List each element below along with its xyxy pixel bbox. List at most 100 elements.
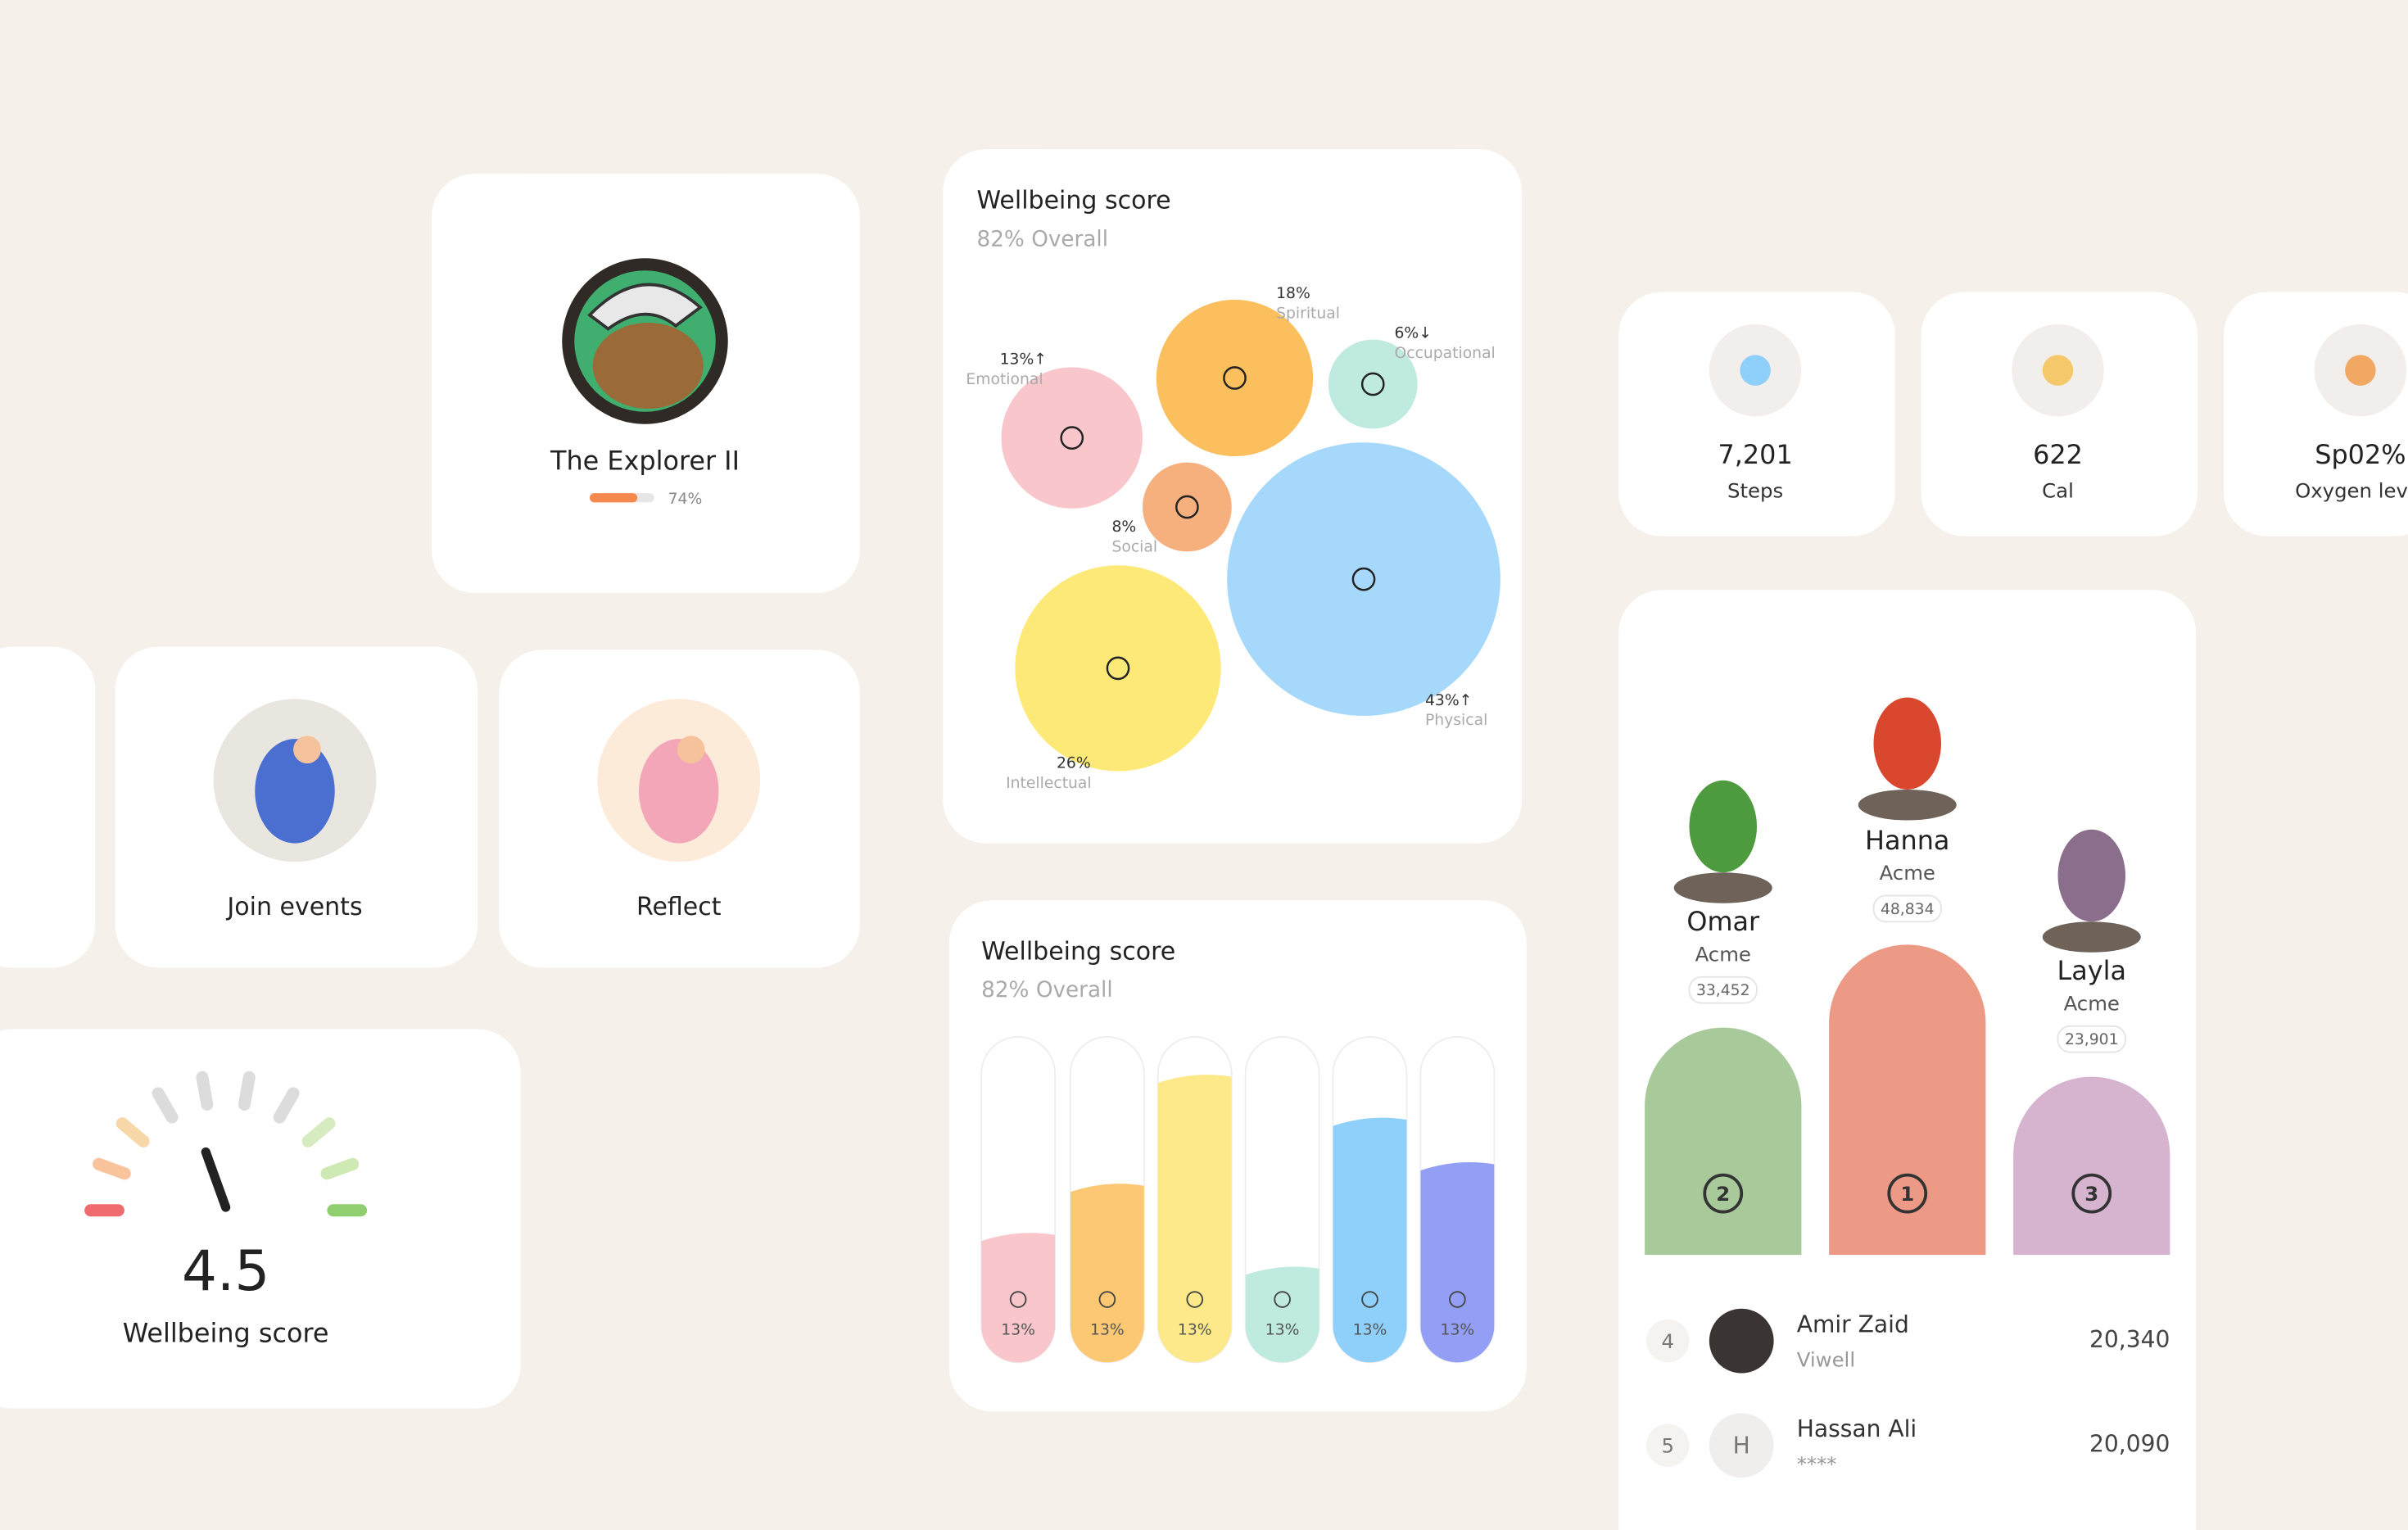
podium-company: Acme	[1880, 861, 1935, 885]
tube-fill	[1157, 1075, 1232, 1363]
bubble-name: Physical	[1425, 712, 1487, 729]
podium-block	[1829, 944, 1986, 1256]
activity-figure	[255, 739, 335, 844]
bubble	[1156, 299, 1314, 457]
row-company: Viwell	[1797, 1348, 1855, 1372]
gauge-tick	[93, 1157, 131, 1180]
gauge-tick	[152, 1087, 179, 1124]
avatar	[1709, 1413, 1774, 1478]
tube-fill	[1420, 1162, 1495, 1363]
podium-name: Hanna	[1865, 825, 1949, 856]
tube-value: 13%	[1353, 1322, 1387, 1339]
bubble	[1227, 442, 1500, 716]
tube-value: 13%	[1090, 1322, 1125, 1339]
tube-value: 13%	[1441, 1322, 1475, 1339]
activity-label: Join events	[225, 893, 362, 921]
gauge-tick	[196, 1071, 214, 1111]
row-name: Amir Zaid	[1797, 1310, 1909, 1338]
bubble	[1015, 565, 1221, 772]
bubble-value: 8%	[1112, 518, 1137, 536]
rank-chip	[1646, 1424, 1690, 1467]
tube-icon	[1098, 1291, 1116, 1308]
tube-icon	[1274, 1291, 1291, 1308]
bubble	[1001, 367, 1143, 509]
card	[0, 1029, 521, 1409]
bubble-name: Occupational	[1395, 345, 1496, 362]
tube-fill	[1245, 1266, 1319, 1363]
stat-label: Cal	[2042, 478, 2074, 502]
rank-chip	[1646, 1319, 1690, 1363]
tube-value: 13%	[1178, 1322, 1212, 1339]
tube-value: 13%	[1265, 1322, 1300, 1339]
stat-icon	[1740, 355, 1771, 386]
medal	[2071, 1173, 2112, 1214]
gauge-tick	[115, 1117, 150, 1148]
tube-icon	[1361, 1291, 1378, 1308]
stat-icon	[2345, 355, 2376, 386]
card-title: Wellbeing score	[977, 186, 1171, 215]
podium-score: 48,834	[1881, 901, 1935, 918]
bubble-icon	[1360, 372, 1385, 396]
row-company: ****	[1797, 1452, 1837, 1476]
progress-label: 74%	[668, 491, 703, 508]
medal-place: 1	[1900, 1182, 1914, 1206]
activity-head	[293, 736, 321, 764]
progress-fill	[590, 493, 638, 503]
medal-place: 3	[2084, 1182, 2098, 1206]
activity-head	[677, 736, 705, 764]
bubble-value: 6%↓	[1395, 325, 1432, 342]
card-title: Wellbeing score	[981, 937, 1175, 966]
gauge-tick	[301, 1117, 336, 1148]
podium-score: 33,452	[1696, 982, 1750, 999]
bubble-icon	[1223, 366, 1247, 390]
pedestal	[2042, 921, 2141, 953]
bubble-value: 13%↑	[1000, 351, 1047, 369]
avatar-initial: H	[1733, 1433, 1750, 1460]
badge-bear	[592, 323, 704, 409]
bubble-name: Social	[1112, 538, 1158, 555]
bubble-value: 43%↑	[1425, 692, 1472, 709]
activity-figure	[639, 739, 719, 844]
row-rank: 5	[1662, 1434, 1675, 1458]
mascot	[2057, 829, 2125, 922]
bubble-icon	[1106, 656, 1130, 681]
tube-fill	[981, 1233, 1056, 1363]
gauge-label: Wellbeing score	[123, 1318, 329, 1349]
stat-label: Steps	[1727, 478, 1783, 502]
row-rank: 4	[1662, 1329, 1675, 1353]
pedestal	[1858, 790, 1957, 821]
stat-icon	[2042, 355, 2074, 386]
card-subtitle: 82% Overall	[977, 227, 1109, 251]
avatar	[1709, 1308, 1774, 1374]
gauge-tick	[320, 1157, 360, 1180]
row-score: 20,340	[2089, 1326, 2170, 1353]
medal	[1887, 1173, 1928, 1214]
bubble-name: Spiritual	[1276, 305, 1340, 322]
gauge-tick	[273, 1087, 300, 1124]
tube-icon	[1449, 1291, 1466, 1308]
podium-block	[2013, 1076, 2170, 1256]
tube-icon	[1009, 1291, 1027, 1308]
bubble-icon	[1060, 426, 1084, 450]
tube-fill	[1333, 1117, 1407, 1363]
bubble-value: 18%	[1276, 285, 1310, 302]
tube-value: 13%	[1001, 1322, 1035, 1339]
bubble-icon	[1351, 567, 1376, 591]
gauge-needle	[201, 1147, 231, 1212]
podium-block	[1645, 1027, 1802, 1256]
medal-place: 2	[1716, 1182, 1730, 1206]
bubble	[1143, 462, 1232, 552]
tube-fill	[1070, 1184, 1144, 1363]
podium-company: Acme	[2064, 992, 2120, 1016]
mascot	[1689, 780, 1757, 873]
score-chip	[2057, 1025, 2126, 1053]
activity-label: Reflect	[636, 893, 722, 921]
podium-score: 23,901	[2065, 1031, 2119, 1048]
gauge-tick	[238, 1071, 256, 1111]
bubble-icon	[1175, 495, 1199, 519]
pedestal	[1673, 872, 1772, 903]
row-score: 20,090	[2089, 1431, 2170, 1458]
stat-value: 7,201	[1718, 439, 1793, 470]
